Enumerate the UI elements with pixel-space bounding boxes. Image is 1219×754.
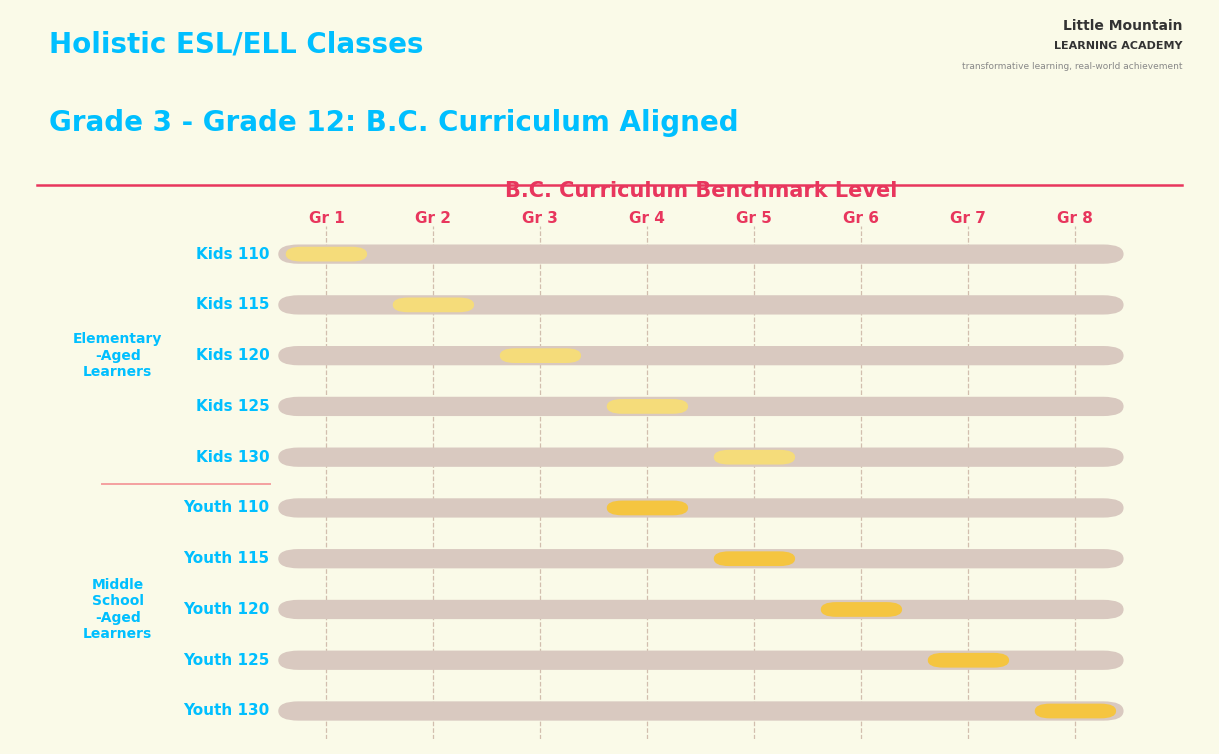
Text: Gr 1: Gr 1 — [308, 211, 344, 226]
FancyBboxPatch shape — [278, 346, 1124, 365]
Text: Middle
School
-Aged
Learners: Middle School -Aged Learners — [83, 578, 152, 641]
FancyBboxPatch shape — [714, 551, 795, 566]
Text: Elementary
-Aged
Learners: Elementary -Aged Learners — [73, 333, 162, 379]
Text: Holistic ESL/ELL Classes: Holistic ESL/ELL Classes — [49, 30, 423, 58]
Text: B.C. Curriculum Benchmark Level: B.C. Curriculum Benchmark Level — [505, 181, 897, 201]
FancyBboxPatch shape — [607, 501, 688, 515]
FancyBboxPatch shape — [820, 602, 902, 617]
Text: Grade 3 - Grade 12: B.C. Curriculum Aligned: Grade 3 - Grade 12: B.C. Curriculum Alig… — [49, 109, 739, 137]
FancyBboxPatch shape — [278, 498, 1124, 517]
Text: Kids 110: Kids 110 — [196, 247, 269, 262]
Text: LEARNING ACADEMY: LEARNING ACADEMY — [1054, 41, 1182, 51]
FancyBboxPatch shape — [278, 448, 1124, 467]
Text: Youth 130: Youth 130 — [184, 703, 269, 719]
Text: Kids 115: Kids 115 — [196, 297, 269, 312]
Text: Youth 125: Youth 125 — [183, 653, 269, 668]
FancyBboxPatch shape — [393, 298, 474, 312]
FancyBboxPatch shape — [278, 600, 1124, 619]
Text: Gr 4: Gr 4 — [629, 211, 666, 226]
Text: Gr 7: Gr 7 — [951, 211, 986, 226]
Text: Gr 6: Gr 6 — [844, 211, 879, 226]
Text: Youth 110: Youth 110 — [184, 501, 269, 516]
FancyBboxPatch shape — [928, 653, 1009, 667]
FancyBboxPatch shape — [278, 651, 1124, 670]
FancyBboxPatch shape — [607, 399, 688, 414]
Text: Kids 130: Kids 130 — [196, 449, 269, 464]
FancyBboxPatch shape — [278, 701, 1124, 721]
Text: Gr 3: Gr 3 — [523, 211, 558, 226]
Text: Gr 5: Gr 5 — [736, 211, 773, 226]
Text: transformative learning, real-world achievement: transformative learning, real-world achi… — [962, 62, 1182, 71]
Text: Kids 120: Kids 120 — [196, 348, 269, 363]
Text: Kids 125: Kids 125 — [196, 399, 269, 414]
FancyBboxPatch shape — [1035, 703, 1117, 719]
Text: Youth 120: Youth 120 — [183, 602, 269, 617]
FancyBboxPatch shape — [278, 549, 1124, 569]
Text: Little Mountain: Little Mountain — [1063, 19, 1182, 33]
Text: Youth 115: Youth 115 — [184, 551, 269, 566]
FancyBboxPatch shape — [500, 348, 581, 363]
FancyBboxPatch shape — [278, 296, 1124, 314]
FancyBboxPatch shape — [285, 247, 367, 262]
Text: Gr 2: Gr 2 — [416, 211, 451, 226]
Text: Gr 8: Gr 8 — [1058, 211, 1093, 226]
FancyBboxPatch shape — [714, 450, 795, 464]
FancyBboxPatch shape — [278, 397, 1124, 416]
FancyBboxPatch shape — [278, 244, 1124, 264]
